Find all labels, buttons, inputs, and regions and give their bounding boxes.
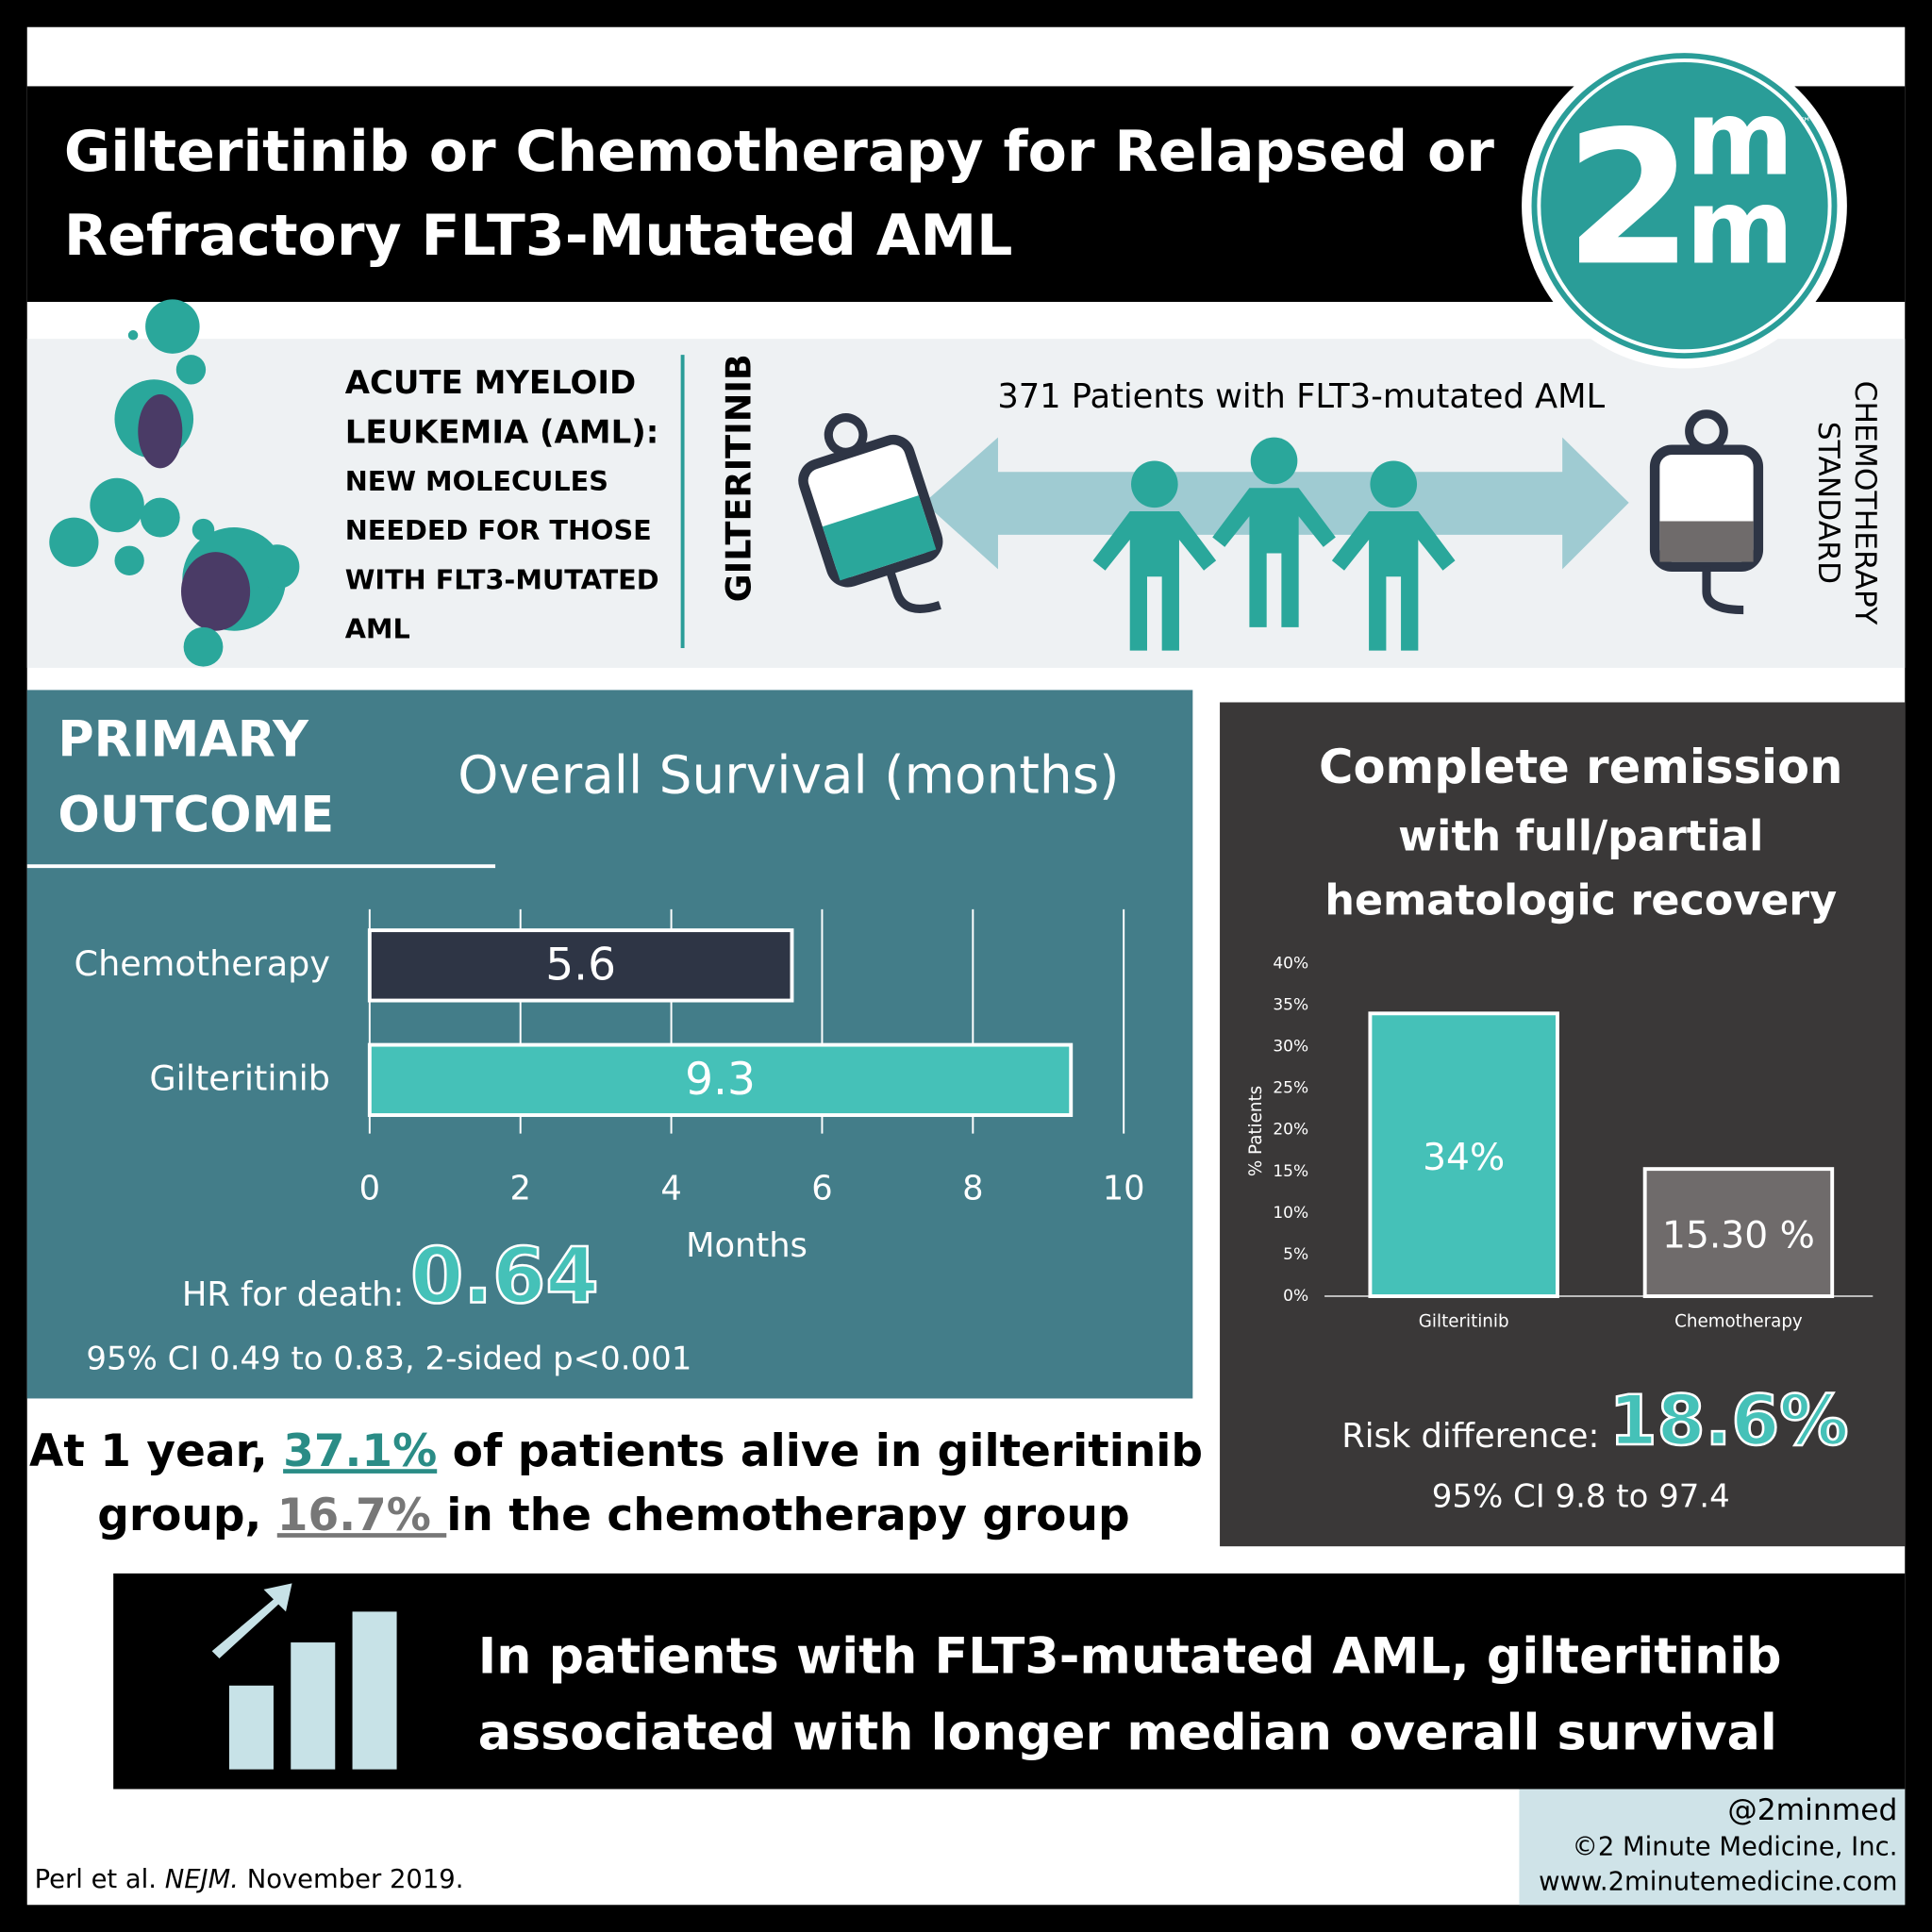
value-label: 15.30 % xyxy=(1662,1214,1815,1257)
citation: Perl et al. NEJM. November 2019. xyxy=(35,1865,464,1894)
y-tick-label: 0% xyxy=(1283,1287,1308,1306)
intro-line: NEW MOLECULES xyxy=(345,465,608,497)
value-label: 34% xyxy=(1423,1137,1505,1179)
logo-tm: ™ xyxy=(1799,116,1811,130)
bar xyxy=(367,1042,1074,1117)
remission-chart: 0% 5% 10% 15% 20% 25% 30% 35% 40% % Patients Gilte… xyxy=(1246,954,1874,1331)
intro-line: AML xyxy=(345,613,410,645)
highlight: 37.1% xyxy=(283,1425,437,1477)
rd-value: 18.6% xyxy=(1609,1381,1849,1461)
y-tick-label: 30% xyxy=(1273,1038,1308,1057)
bar xyxy=(1642,1167,1835,1298)
hr-label: HR for death: xyxy=(182,1275,405,1314)
intro-text: ACUTE MYELOID LEUKEMIA (AML): NEW MOLECULE… xyxy=(345,364,659,645)
category-label: Chemotherapy xyxy=(1674,1311,1803,1331)
x-tick-label: 0 xyxy=(359,1170,380,1208)
chart-title: with full/partial xyxy=(1398,812,1763,860)
logo-digit: 2 xyxy=(1565,92,1693,307)
growth-icon xyxy=(211,1583,397,1770)
one-year-text: group, 16.7% in the chemotherapy group xyxy=(97,1490,1129,1541)
one-year-text: At 1 year, 37.1% of patients alive in gi… xyxy=(29,1425,1203,1477)
conclusion: In patients with FLT3-mutated AML, gilte… xyxy=(478,1628,1782,1685)
footer-box xyxy=(1519,1789,1906,1906)
logo-letter: m xyxy=(1686,166,1793,287)
y-tick-label: 40% xyxy=(1273,954,1308,973)
people-icons xyxy=(1092,437,1456,651)
category-label: Gilteritinib xyxy=(149,1058,330,1098)
bar xyxy=(1368,1011,1559,1298)
text: in the chemotherapy group xyxy=(446,1490,1129,1541)
text: of patients alive in gilteritinib xyxy=(437,1425,1203,1477)
y-tick-label: 20% xyxy=(1273,1121,1308,1140)
y-tick-label: 5% xyxy=(1283,1245,1308,1264)
intro-line: LEUKEMIA (AML): xyxy=(345,413,659,451)
x-axis-label: Months xyxy=(686,1226,808,1265)
section-heading: PRIMARY xyxy=(58,712,309,769)
intro-line: ACUTE MYELOID xyxy=(345,364,636,402)
logo-inner-ring xyxy=(1537,58,1832,354)
value-label: 5.6 xyxy=(545,939,616,991)
text: Perl et al. xyxy=(35,1865,165,1894)
y-tick-label: 35% xyxy=(1273,995,1308,1014)
category-label: Gilteritinib xyxy=(1419,1311,1509,1331)
y-axis-label: % Patients xyxy=(1246,1086,1266,1176)
survival-chart: 0 2 4 6 8 10 Months Chemotherapy 5.6 Gilteritinib… xyxy=(75,908,1145,1265)
y-tick-label: 15% xyxy=(1273,1162,1308,1181)
arm-label: STANDARD xyxy=(1811,422,1845,584)
arm-label: GILTERITINIB xyxy=(718,354,758,602)
journal: NEJM. xyxy=(165,1865,239,1894)
logo xyxy=(1531,53,1838,359)
text: November 2019. xyxy=(239,1865,463,1894)
iv-bag-icon xyxy=(1649,409,1764,615)
chart-title: Overall Survival (months) xyxy=(458,745,1119,806)
bar xyxy=(367,928,794,1003)
hr-ci: 95% CI 0.49 to 0.83, 2-sided p<0.001 xyxy=(86,1340,691,1377)
title: Gilteritinib or Chemotherapy for Relapse… xyxy=(64,119,1494,185)
value-label: 9.3 xyxy=(685,1054,756,1106)
category-label: Chemotherapy xyxy=(75,943,330,984)
title: Refractory FLT3-Mutated AML xyxy=(64,203,1013,269)
iv-bag-icon xyxy=(798,413,943,613)
highlight: 16.7% xyxy=(277,1490,446,1541)
x-tick-label: 2 xyxy=(509,1170,530,1208)
arm-label: CHEMOTHERAPY xyxy=(1848,381,1882,626)
cells-illustration xyxy=(49,299,300,667)
rd-label: Risk difference: xyxy=(1341,1417,1599,1456)
remission-panel xyxy=(1220,702,1906,1547)
url: www.2minutemedicine.com xyxy=(1539,1867,1897,1896)
x-tick-label: 4 xyxy=(660,1170,681,1208)
chart-title: Complete remission xyxy=(1319,740,1842,794)
patients-label: 371 Patients with FLT3-mutated AML xyxy=(997,377,1605,416)
conclusion: associated with longer median overall su… xyxy=(478,1705,1777,1761)
conclusion-band xyxy=(113,1573,1906,1790)
text: group, xyxy=(97,1490,277,1541)
text: At 1 year, xyxy=(29,1425,283,1477)
chart-title: hematologic recovery xyxy=(1324,876,1837,924)
handle: @2minmed xyxy=(1727,1793,1897,1827)
logo-letter: m xyxy=(1686,77,1793,198)
copyright: ©2 Minute Medicine, Inc. xyxy=(1572,1833,1897,1862)
rd-ci: 95% CI 9.8 to 97.4 xyxy=(1432,1478,1730,1516)
x-tick-label: 8 xyxy=(962,1170,983,1208)
hr-value: 0.64 xyxy=(410,1232,599,1321)
x-tick-label: 10 xyxy=(1103,1170,1145,1208)
intro-line: WITH FLT3-MUTATED xyxy=(345,563,659,595)
y-tick-label: 25% xyxy=(1273,1079,1308,1098)
x-tick-label: 6 xyxy=(811,1170,832,1208)
y-tick-label: 10% xyxy=(1273,1204,1308,1223)
intro-line: NEEDED FOR THOSE xyxy=(345,514,652,546)
section-heading: OUTCOME xyxy=(58,787,334,843)
